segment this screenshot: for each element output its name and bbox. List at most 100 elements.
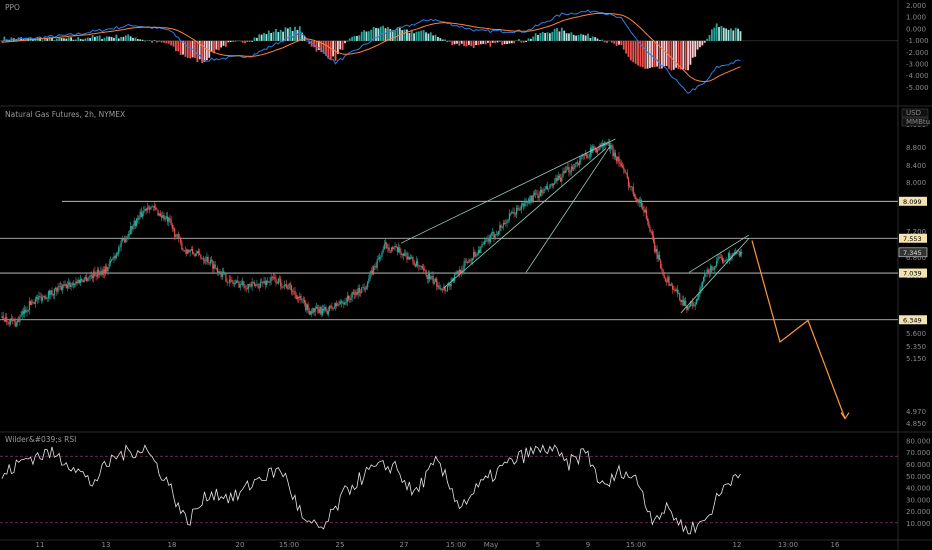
candle-body [241,281,244,285]
candle-body [580,157,582,161]
candle-body [31,301,33,305]
candle-body [562,171,564,178]
ppo-histogram-bar [115,34,118,41]
candle-body [43,296,45,298]
candle-body [243,281,245,286]
candle-body [601,142,603,147]
level-tag-label: 7.039 [903,270,922,278]
rsi-axis-label: 70.000 [906,449,931,457]
ppo-histogram-bar [110,36,113,41]
time-axis: 11 13 18 20 15:00 25 27 15:00 May 5 9 15:00 12 13:00 1… [36,541,840,549]
candle-body [638,199,640,203]
ppo-histogram-bar [375,27,377,41]
ppo-axis-label: 2.000 [906,2,926,10]
candle-body [340,301,343,303]
candle-body [275,278,277,283]
candle-body [380,256,382,258]
candle-body [116,253,119,255]
ppo-histogram-bar [627,40,630,57]
candle-body [287,288,289,289]
ppo-histogram-bar [615,40,618,46]
candle-body [219,271,221,275]
ppo-histogram-bar [513,40,516,44]
candle-body [362,287,364,288]
candle-body [75,281,77,285]
ppo-histogram-bar [429,32,432,41]
candle-body [361,287,363,293]
candle-body [213,264,215,269]
ppo-histogram-bar [208,40,211,58]
candle-body [475,254,477,257]
ppo-histogram-bar [722,27,725,41]
ppo-histogram-bar [108,36,111,41]
candle-body [402,253,404,256]
candle-body [495,233,497,235]
ppo-histogram-bar [46,38,49,41]
candle-body [32,301,34,303]
candle-body [598,149,600,150]
candle-body [679,293,681,300]
candle-body [9,318,11,325]
candle-body [711,265,713,271]
ppo-histogram-bar [613,40,616,44]
ppo-histogram-bar [155,40,158,43]
candle-body [211,259,213,261]
ppo-axis-label: -1.000 [906,37,929,45]
candle-body [322,308,325,311]
candle-body [396,246,399,253]
ppo-histogram-bar [582,34,585,41]
ppo-axis-label: -5.000 [906,84,929,92]
candle-body [695,298,698,305]
candle-body [253,282,256,286]
candle-body [286,284,288,289]
candle-body [324,307,326,311]
ppo-histogram-bar [599,40,601,41]
candle-body [206,256,208,262]
candle-body [498,230,500,235]
ppo-histogram-bar [220,40,223,48]
rsi-pane [0,444,898,535]
candle-body [612,147,614,157]
time-axis-label: 16 [831,541,840,549]
candle-body [407,256,409,260]
candle-body [501,226,503,228]
candle-body [548,188,550,190]
candle-body [471,258,474,261]
candle-body [299,296,301,299]
candle-body [487,239,489,241]
candle-body [250,284,252,287]
ppo-histogram-bar [301,32,304,41]
candle-body [738,250,740,256]
candle-body [178,238,181,239]
candle-body [339,301,341,305]
ppo-histogram-bar [396,27,399,41]
ppo-histogram-bar [270,32,273,41]
ppo-histogram-bar [601,39,604,41]
ppo-histogram-bar [189,40,192,59]
candle-body [489,235,491,243]
ppo-histogram-bar [556,27,558,41]
wedge-line-upper [689,234,750,273]
ppo-histogram-bar [596,38,599,41]
price-axis-label: 8.400 [906,162,926,170]
ppo-histogram-bar [267,30,270,41]
ppo-histogram-bar [258,34,261,41]
candle-body [656,248,658,259]
candle-body [13,320,15,322]
ppo-histogram-bar [548,33,551,41]
candle-body [677,293,680,294]
candle-body [683,300,686,306]
candle-body [614,152,617,158]
ppo-histogram-bar [329,40,332,60]
ppo-histogram-bar [398,28,401,41]
candle-body [147,207,150,209]
ppo-histogram-bar [458,40,461,46]
ppo-histogram-bar [289,27,292,41]
candle-body [476,253,478,255]
ppo-histogram-bar [5,39,8,41]
ppo-histogram-bar [367,31,370,41]
ppo-histogram-bar [544,33,547,41]
candle-body [502,222,505,227]
candle-body [689,301,692,307]
ppo-histogram-bar [91,35,94,41]
